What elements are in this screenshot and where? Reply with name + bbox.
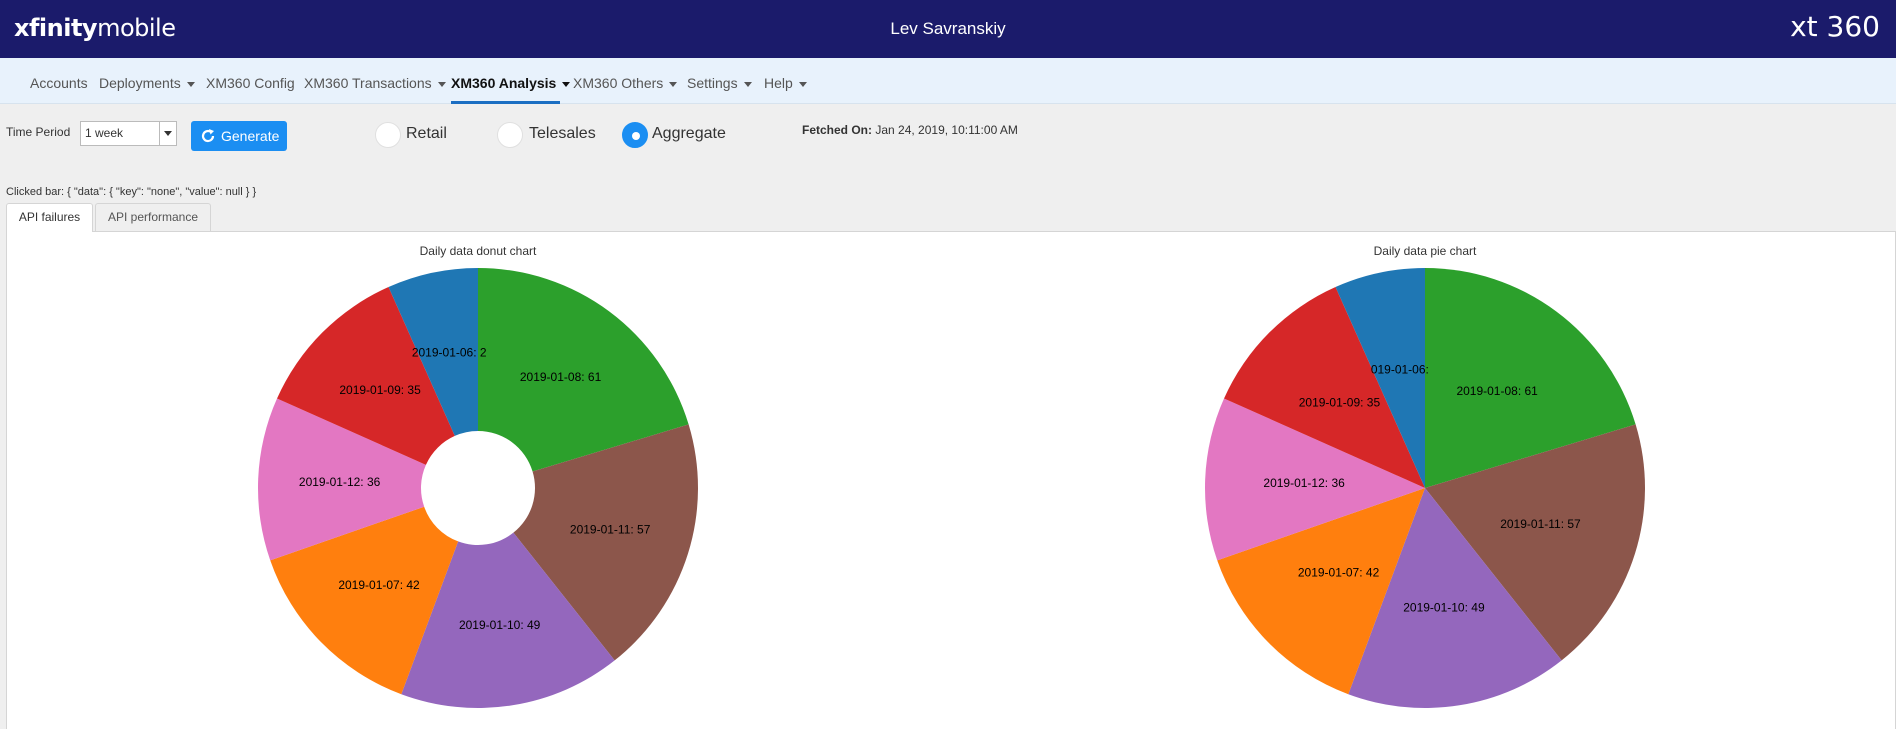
generate-label: Generate <box>221 128 280 144</box>
pie-chart-title: Daily data pie chart <box>1373 244 1477 258</box>
dropdown-arrow-icon[interactable] <box>159 122 176 145</box>
brand-bold: xfinity <box>14 14 98 42</box>
caret-down-icon <box>669 81 678 87</box>
tab-label: API performance <box>107 210 199 224</box>
slice-label: 2019-01-11: 57 <box>1500 517 1581 531</box>
generate-button[interactable]: Generate <box>191 121 287 151</box>
nav-xm360-analysis[interactable]: XM360 Analysis <box>451 58 571 104</box>
tab-api-failures[interactable]: API failures <box>6 203 93 232</box>
nav-xm360-config[interactable]: XM360 Config <box>206 58 295 104</box>
radio-aggregate-label: Aggregate <box>652 125 726 142</box>
fetched-value: Jan 24, 2019, 10:11:00 AM <box>875 123 1018 137</box>
user-name: Lev Savranskiy <box>890 19 1006 38</box>
donut-chart-title: Daily data donut chart <box>419 244 537 258</box>
pie-slice-2019-01-09[interactable] <box>1224 287 1425 488</box>
brand-logo[interactable]: xfinitymobile <box>14 14 176 42</box>
nav-accounts[interactable]: Accounts <box>30 58 88 104</box>
pie-slice-2019-01-10[interactable] <box>401 532 615 708</box>
slice-label: 2019-01-10: 49 <box>1403 601 1485 615</box>
nav-label: XM360 Analysis <box>451 75 557 91</box>
pie-slice-2019-01-12[interactable] <box>258 398 426 561</box>
pie-slice-2019-01-09[interactable] <box>277 287 455 465</box>
slice-label: 2019-01-11: 57 <box>570 522 651 536</box>
nav-label: XM360 Transactions <box>304 75 432 91</box>
pie-chart: 2019-01-08: 61 2019-01-11: 57 2019-01-10: … <box>1205 268 1645 708</box>
pie-slice-2019-01-06[interactable] <box>388 268 478 436</box>
pie-slice-2019-01-11[interactable] <box>513 424 698 661</box>
radio-aggregate[interactable] <box>622 122 648 148</box>
pie-slice-2019-01-07[interactable] <box>270 506 459 695</box>
tab-label: API failures <box>18 210 81 224</box>
pie-slice-2019-01-07[interactable] <box>1217 488 1425 695</box>
fetched-label: Fetched On: <box>802 123 873 137</box>
fetched-on: Fetched On: Jan 24, 2019, 10:11:00 AM <box>802 123 1018 137</box>
main-nav: Accounts Deployments XM360 Config XM360 … <box>0 58 1896 104</box>
slice-label: 2019-01-12: 36 <box>299 475 381 489</box>
radio-telesales[interactable] <box>497 122 523 148</box>
nav-label: XM360 Config <box>206 75 295 91</box>
brand-light: mobile <box>97 14 176 42</box>
slice-label: 2019-01-07: 42 <box>1298 566 1380 580</box>
pie-slice-2019-01-08[interactable] <box>478 268 689 472</box>
nav-label: Accounts <box>30 75 88 91</box>
pie-slice-2019-01-11[interactable] <box>1425 424 1645 661</box>
nav-label: Deployments <box>99 75 181 91</box>
nav-label: Help <box>764 75 793 91</box>
caret-down-icon <box>562 81 571 87</box>
time-period-label: Time Period <box>6 125 71 139</box>
radio-retail[interactable] <box>375 122 401 148</box>
xt360-logo: xt 360 <box>1790 10 1880 43</box>
slice-label: 019-01-06: <box>1371 363 1429 377</box>
pie-slice-2019-01-08[interactable] <box>1425 268 1636 488</box>
nav-settings[interactable]: Settings <box>687 58 752 104</box>
nav-label: Settings <box>687 75 738 91</box>
caret-down-icon <box>743 81 752 87</box>
slice-label: 2019-01-08: 61 <box>520 370 602 384</box>
time-period-select[interactable]: 1 week <box>80 121 177 146</box>
slice-label: 2019-01-08: 61 <box>1456 384 1538 398</box>
caret-down-icon <box>798 81 807 87</box>
radio-retail-label: Retail <box>406 125 447 142</box>
refresh-icon <box>201 129 215 143</box>
pie-slice-2019-01-12[interactable] <box>1205 398 1425 561</box>
top-header: xfinitymobile Lev Savranskiy xt 360 <box>0 0 1896 58</box>
nav-label: XM360 Others <box>573 75 664 91</box>
time-period-value: 1 week <box>85 126 124 140</box>
slice-label: 2019-01-09: 35 <box>1299 395 1381 409</box>
slice-label: 2019-01-06: 2 <box>412 346 487 360</box>
pie-slice-2019-01-06[interactable] <box>1335 268 1425 488</box>
caret-down-icon <box>437 81 446 87</box>
slice-label: 2019-01-10: 49 <box>459 618 541 632</box>
nav-xm360-others[interactable]: XM360 Others <box>573 58 678 104</box>
pie-slice-2019-01-10[interactable] <box>1348 488 1562 708</box>
tab-api-performance[interactable]: API performance <box>95 203 211 231</box>
nav-xm360-transactions[interactable]: XM360 Transactions <box>304 58 446 104</box>
nav-help[interactable]: Help <box>764 58 807 104</box>
slice-label: 2019-01-12: 36 <box>1263 476 1345 490</box>
caret-down-icon <box>186 81 195 87</box>
donut-chart: 2019-01-08: 61 2019-01-11: 57 2019-01-10: … <box>258 268 698 708</box>
nav-deployments[interactable]: Deployments <box>99 58 195 104</box>
clicked-bar-status: Clicked bar: { "data": { "key": "none", … <box>6 186 257 198</box>
slice-label: 2019-01-07: 42 <box>338 578 420 592</box>
slice-label: 2019-01-09: 35 <box>339 383 421 397</box>
radio-telesales-label: Telesales <box>529 125 596 142</box>
